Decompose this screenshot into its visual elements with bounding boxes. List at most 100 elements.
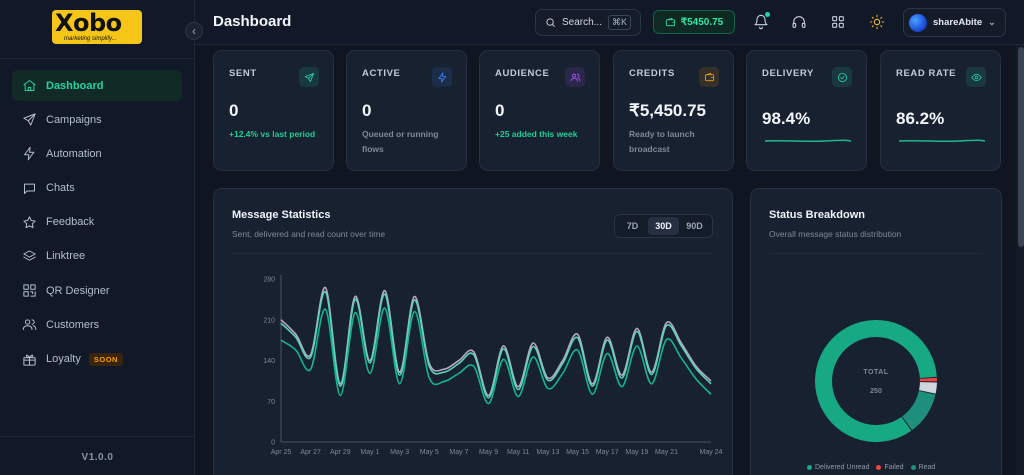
top-header: Dashboard Search... ⌘K ₹5450.75 shareAbi… [195, 0, 1024, 45]
sidebar-item-label: Chats [46, 182, 75, 195]
sidebar-item-campaigns[interactable]: Campaigns [12, 104, 182, 135]
brand-logo[interactable]: Xobo marketing simplify... [52, 9, 142, 44]
donut-legend: Delivered Unread Failed Read [807, 464, 942, 471]
user-menu-button[interactable]: shareAbite ⌄ [903, 8, 1006, 37]
message-line-chart: 0 70 140 210 280 Apr 25 Apr 27 Apr 29 May 1 May 3… [263, 275, 723, 456]
x-tick-label: May 5 [420, 449, 439, 456]
notifications-button[interactable] [751, 12, 771, 32]
brand-name: Xobo [55, 9, 122, 37]
wallet-icon [699, 67, 719, 87]
send-icon [21, 112, 37, 128]
legend-label: Failed [884, 464, 904, 471]
page-scrollbar-track[interactable] [1016, 45, 1024, 475]
bell-icon [754, 14, 768, 30]
x-tick-label: May 19 [625, 449, 648, 456]
stat-sparkline [899, 139, 985, 143]
search-button[interactable]: Search... ⌘K [535, 9, 641, 36]
message-stats-title: Message Statistics [232, 209, 331, 221]
search-label: Search... [562, 17, 603, 28]
sidebar-item-chats[interactable]: Chats [12, 173, 182, 204]
legend-dot [876, 465, 882, 470]
sidebar-item-label: QR Designer [46, 284, 110, 297]
support-button[interactable] [789, 12, 809, 32]
y-tick-label: 140 [263, 358, 275, 365]
grid-icon [832, 16, 844, 28]
legend-item-delivered-unread[interactable]: Delivered Unread [807, 464, 869, 471]
sidebar-item-loyalty[interactable]: Loyalty SOON [12, 344, 182, 375]
star-icon [21, 214, 37, 230]
stat-card-credits: CREDITS ₹5,450.75 Ready to launch broadcas… [613, 50, 734, 171]
donut-slice-read[interactable] [902, 390, 936, 431]
donut-slice-failed[interactable] [919, 377, 937, 382]
sidebar-item-label: Automation [46, 147, 102, 160]
stat-card-read-rate: READ RATE 86.2% [880, 50, 1001, 171]
x-tick-label: Apr 29 [330, 449, 351, 456]
range-90d-button[interactable]: 90D [686, 221, 703, 231]
headphones-icon [792, 16, 806, 28]
stat-label: SENT [229, 68, 257, 79]
layers-icon [21, 248, 37, 264]
sidebar-item-label: Customers [46, 318, 100, 331]
legend-item-read[interactable]: Read [910, 464, 936, 471]
y-tick-label: 70 [267, 399, 275, 406]
sidebar-item-dashboard[interactable]: Dashboard [12, 70, 182, 101]
users-icon [21, 317, 37, 333]
series-line-1 [280, 290, 712, 399]
legend-label: Read [918, 464, 936, 471]
gift-icon [21, 351, 37, 367]
wallet-balance-button[interactable]: ₹5450.75 [653, 10, 735, 34]
sidebar-item-linktree[interactable]: Linktree [12, 241, 182, 272]
stat-sparkline [765, 139, 851, 143]
range-7d-button[interactable]: 7D [626, 221, 639, 231]
sidebar-item-label: Loyalty [46, 353, 81, 365]
x-tick-label: May 7 [449, 449, 468, 456]
message-statistics-card: Message Statistics Sent, delivered and r… [213, 188, 733, 475]
page-title: Dashboard [213, 13, 292, 30]
stat-value: 98.4% [762, 109, 811, 128]
stat-label: DELIVERY [762, 68, 814, 79]
zap-icon [21, 146, 37, 162]
legend-item-failed[interactable]: Failed [876, 464, 904, 471]
theme-toggle-button[interactable] [867, 12, 887, 32]
legend-dot [910, 465, 916, 470]
sidebar-divider [0, 58, 195, 59]
sun-icon [869, 14, 885, 30]
apps-grid-button[interactable] [828, 12, 848, 32]
stat-subtext: Queued or running flows [362, 129, 439, 154]
x-tick-label: Apr 27 [300, 449, 321, 456]
avatar [909, 13, 927, 32]
page-scrollbar-thumb[interactable] [1018, 47, 1024, 247]
users-icon [565, 67, 585, 87]
check-circle-icon [832, 67, 852, 87]
stat-label: CREDITS [629, 68, 675, 79]
status-breakdown-subtitle: Overall message status distribution [769, 229, 902, 239]
sidebar-item-feedback[interactable]: Feedback [12, 207, 182, 238]
y-tick-label: 0 [271, 440, 275, 447]
status-donut-chart: TOTAL 250 [815, 320, 937, 442]
user-name: shareAbite [933, 17, 983, 28]
qr-icon [21, 283, 37, 299]
stat-label: ACTIVE [362, 68, 401, 79]
sidebar-item-label: Dashboard [46, 79, 104, 92]
app-version: V1.0.0 [81, 452, 114, 463]
status-breakdown-card: Status Breakdown Overall message status … [750, 188, 1002, 475]
sidebar: Xobo marketing simplify... Dashboard Camp… [0, 0, 195, 475]
donut-slice-read-light[interactable] [919, 382, 937, 394]
stat-subtext: +25 added this week [495, 129, 578, 139]
brand-tagline: marketing simplify... [64, 36, 117, 42]
stat-card-delivery: DELIVERY 98.4% [746, 50, 867, 171]
range-30d-button[interactable]: 30D [648, 217, 679, 235]
stat-label: READ RATE [896, 68, 957, 79]
sidebar-nav: Dashboard Campaigns Automation Chats Feedbac… [12, 70, 182, 378]
sidebar-item-label: Campaigns [46, 113, 102, 126]
y-tick-label: 280 [263, 277, 275, 284]
sidebar-item-automation[interactable]: Automation [12, 138, 182, 169]
home-icon [21, 78, 37, 94]
sidebar-item-customers[interactable]: Customers [12, 309, 182, 340]
sidebar-item-qr-designer[interactable]: QR Designer [12, 275, 182, 306]
collapse-sidebar-button[interactable]: ‹ [185, 22, 203, 40]
donut-total-label: TOTAL [863, 369, 888, 376]
search-shortcut: ⌘K [608, 15, 632, 30]
stat-card-audience: AUDIENCE 0 +25 added this week [479, 50, 600, 171]
stat-value: 0 [229, 101, 239, 120]
